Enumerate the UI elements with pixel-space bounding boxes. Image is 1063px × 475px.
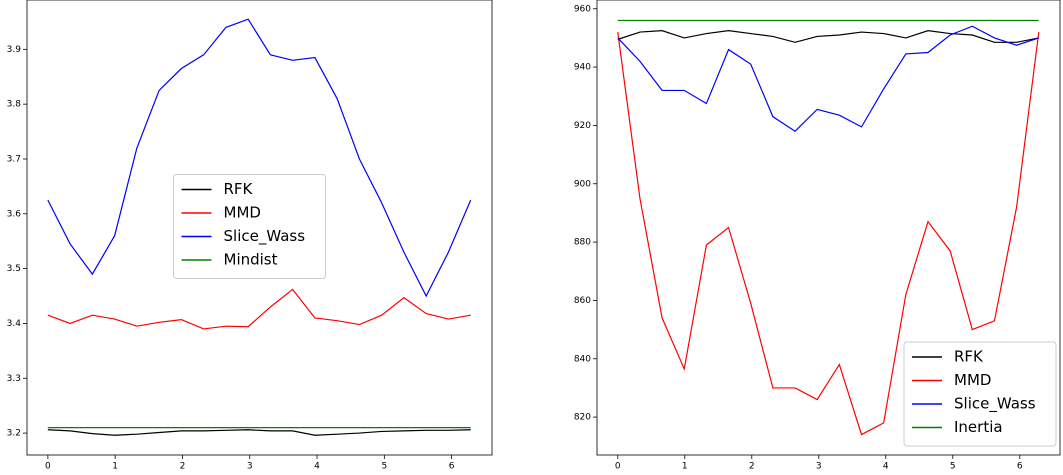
y-tick-label: 960: [574, 4, 591, 14]
x-tick-label: 3: [247, 462, 253, 472]
y-tick-label: 900: [574, 179, 591, 189]
series-line: [617, 30, 1039, 43]
x-tick-label: 3: [816, 462, 822, 472]
series-line: [617, 32, 1040, 436]
y-tick-label: 860: [574, 296, 591, 306]
y-tick-label: 920: [574, 121, 591, 131]
subplot: 0 1 2 3 4 5 6 3.2 3.3 3.4 3.5 3.6 3.7 3.8 3.9 RFK MMD Sli…: [7, 0, 493, 472]
x-tick-label: 0: [45, 462, 51, 472]
x-tick-label: 5: [381, 462, 387, 472]
legend-label: Inertia: [954, 418, 1003, 436]
legend-box: [173, 174, 326, 279]
x-tick-label: 6: [1017, 462, 1023, 472]
x-tick-label: 4: [883, 462, 889, 472]
axes-frame: [26, 0, 493, 456]
x-tick-label: 1: [112, 462, 118, 472]
legend-label: Slice_Wass: [224, 227, 306, 246]
x-tick-label: 1: [682, 462, 688, 472]
legend-label: Slice_Wass: [954, 395, 1036, 414]
legend-label: RFK: [224, 180, 254, 198]
axes-frame: [596, 0, 1061, 456]
x-tick-label: 2: [180, 462, 186, 472]
y-tick-label: 3.6: [7, 209, 22, 219]
x-tick-label: 4: [314, 462, 320, 472]
series-line: [47, 288, 471, 330]
legend-label: MMD: [224, 204, 261, 222]
x-tick-label: 5: [950, 462, 956, 472]
legend-label: MMD: [954, 371, 991, 389]
y-tick-label: 3.9: [7, 45, 22, 55]
legend: RFK MMD Slice_Wass Mindist: [173, 174, 326, 279]
y-tick-label: 3.4: [7, 319, 22, 329]
x-tick-label: 2: [749, 462, 755, 472]
y-tick-label: 820: [574, 413, 591, 423]
y-tick-label: 3.5: [7, 264, 21, 274]
y-tick-label: 3.3: [7, 374, 21, 384]
y-tick-label: 3.2: [7, 429, 21, 439]
y-tick-label: 3.7: [7, 154, 21, 164]
y-tick-label: 3.8: [7, 100, 22, 110]
y-tick-label: 840: [574, 354, 591, 364]
series-line: [47, 429, 471, 436]
legend-box: [903, 341, 1057, 447]
legend: RFK MMD Slice_Wass Inertia: [903, 341, 1057, 447]
y-tick-label: 880: [574, 238, 591, 248]
series-line: [617, 25, 1039, 133]
series-line: [47, 18, 472, 298]
x-tick-label: 0: [615, 462, 621, 472]
x-tick-label: 6: [449, 462, 455, 472]
legend-label: Mindist: [224, 251, 278, 269]
legend-label: RFK: [954, 348, 984, 366]
subplot: 0 1 2 3 4 5 6 820 840 860 880 900 920 940 960 RFK MMD Sli…: [574, 0, 1061, 472]
y-tick-label: 940: [574, 63, 591, 73]
